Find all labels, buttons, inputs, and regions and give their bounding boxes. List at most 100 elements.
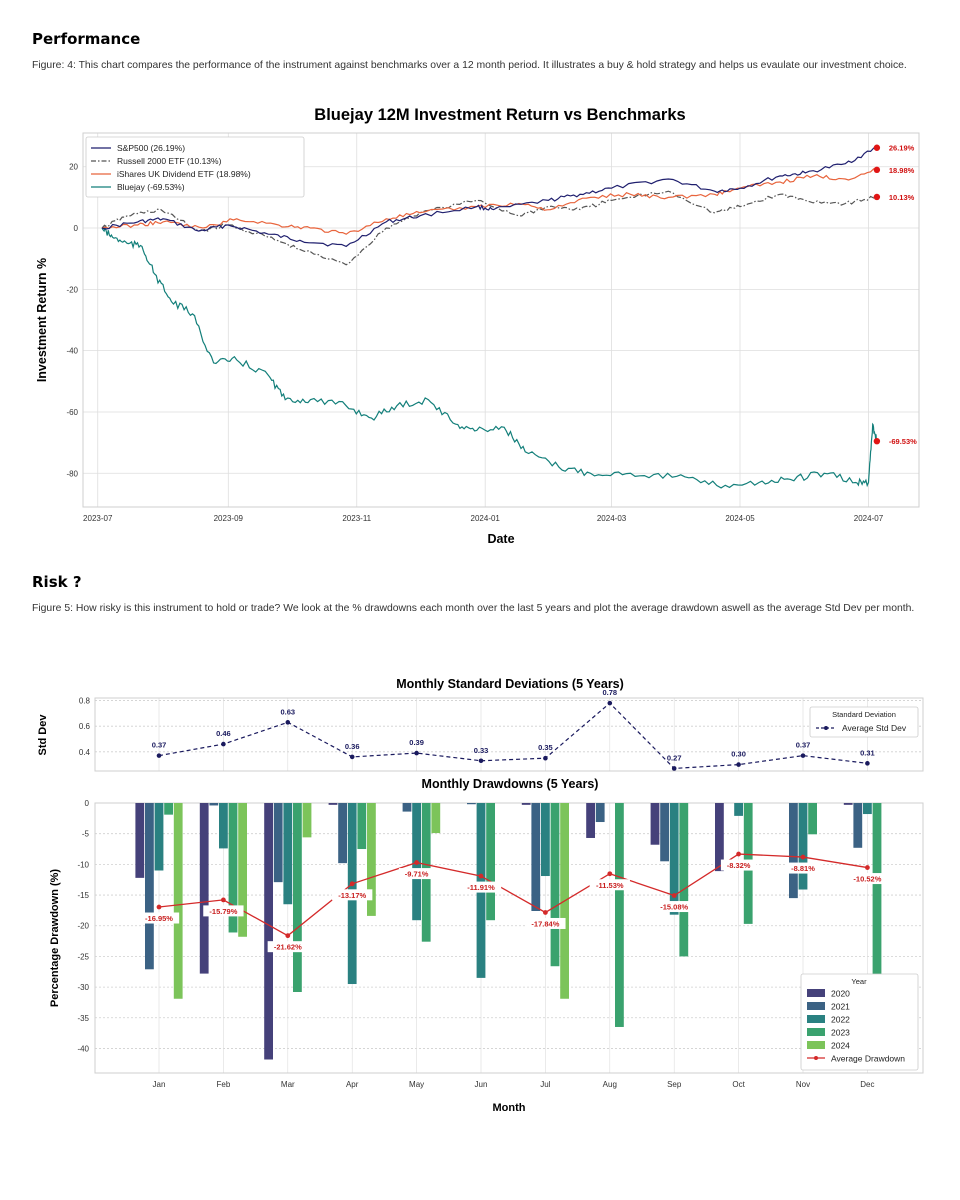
bar-2021-jan xyxy=(145,803,154,970)
average-drawdown-label: -17.84% xyxy=(531,919,559,928)
std-value-label: 0.78 xyxy=(602,688,617,697)
average-label-box xyxy=(398,868,435,880)
bar-2024-feb xyxy=(238,803,247,937)
y-tick-label: 20 xyxy=(69,163,78,172)
bar-2024-may xyxy=(431,803,441,834)
bar-2023-apr xyxy=(357,803,367,850)
legend-entry: iShares UK Dividend ETF (18.98%) xyxy=(117,169,251,179)
std-point xyxy=(221,741,226,747)
dd-legend-entry: 2020 xyxy=(831,989,850,999)
std-point xyxy=(156,753,162,758)
dd-legend-swatch xyxy=(807,1002,825,1010)
series-end-label: 26.19% xyxy=(889,144,915,153)
bar-2022-oct xyxy=(734,803,743,816)
dd-x-tick-label: Nov xyxy=(796,1080,810,1089)
average-drawdown-point xyxy=(221,897,226,903)
average-drawdown-point xyxy=(349,881,355,887)
dd-legend-avg-marker xyxy=(814,1056,818,1060)
dd-legend-swatch xyxy=(807,1015,825,1023)
average-label-box xyxy=(847,873,888,885)
bar-2021-dec xyxy=(853,803,863,848)
dd-x-tick-label: Aug xyxy=(603,1080,617,1089)
x-tick-label: 2024-01 xyxy=(471,514,501,523)
std-y-tick-label: 0.8 xyxy=(79,697,91,706)
average-drawdown-point xyxy=(607,871,613,877)
average-drawdown-label: -16.95% xyxy=(145,914,173,923)
dd-legend-entry: 2022 xyxy=(831,1015,850,1025)
dd-legend-entry: 2024 xyxy=(831,1041,850,1051)
average-label-box xyxy=(332,889,373,901)
bar-2023-feb xyxy=(228,803,238,933)
bar-2020-aug xyxy=(586,803,595,838)
bar-2021-aug xyxy=(595,803,605,823)
average-label-box xyxy=(589,879,630,891)
average-drawdown-label: -8.81% xyxy=(791,864,815,873)
risk-charts: Monthly Standard Deviations (5 Years) 0.… xyxy=(37,677,924,1114)
std-point xyxy=(543,755,548,761)
dd-legend-swatch xyxy=(807,989,825,997)
std-point xyxy=(349,754,355,760)
std-legend-entry: Average Std Dev xyxy=(842,723,907,733)
bar-2020-oct xyxy=(715,803,724,872)
dd-y-tick-label: -10 xyxy=(77,860,89,869)
bar-2023-jun xyxy=(486,803,495,921)
series-end-label: -69.53% xyxy=(889,437,917,446)
series-end-label: 18.98% xyxy=(889,166,915,175)
dd-x-tick-label: Jul xyxy=(540,1080,550,1089)
average-drawdown-label: -15.79% xyxy=(209,907,237,916)
std-chart-title: Monthly Standard Deviations (5 Years) xyxy=(396,677,624,691)
std-value-label: 0.31 xyxy=(860,748,875,757)
bar-2020-apr xyxy=(328,803,338,805)
average-label-box xyxy=(525,917,566,929)
dd-y-tick-label: -5 xyxy=(82,830,90,839)
dd-x-tick-label: Oct xyxy=(732,1080,745,1089)
bar-2023-nov xyxy=(808,803,817,835)
std-point xyxy=(865,761,870,766)
risk-heading: Risk ? xyxy=(32,573,82,591)
average-drawdown-point xyxy=(414,860,419,865)
dd-y-tick-label: 0 xyxy=(85,799,90,808)
drawdown-x-axis-label: Month xyxy=(493,1102,526,1114)
x-tick-label: 2023-09 xyxy=(214,514,244,523)
dd-y-tick-label: -35 xyxy=(77,1014,89,1023)
average-drawdown-label: -15.08% xyxy=(660,903,688,912)
dd-x-tick-label: Feb xyxy=(217,1080,231,1089)
bar-2021-feb xyxy=(209,803,219,806)
y-tick-label: -80 xyxy=(66,469,78,478)
bar-2021-apr xyxy=(338,803,347,864)
bar-2022-jan xyxy=(154,803,164,871)
average-drawdown-point xyxy=(800,854,806,860)
std-value-label: 0.37 xyxy=(796,741,811,750)
x-tick-label: 2024-03 xyxy=(597,514,627,523)
drawdown-legend-title: Year xyxy=(851,977,867,986)
average-drawdown-label: -8.32% xyxy=(727,861,751,870)
bar-2022-feb xyxy=(219,803,228,849)
y-tick-label: 0 xyxy=(74,224,79,233)
bar-2020-jul xyxy=(521,803,531,805)
x-tick-label: 2024-05 xyxy=(725,514,755,523)
bar-2021-mar xyxy=(273,803,283,883)
bar-2023-mar xyxy=(293,803,302,992)
bar-2021-jul xyxy=(531,803,541,911)
dd-y-tick-label: -20 xyxy=(77,922,89,931)
drawdown-chart-title: Monthly Drawdowns (5 Years) xyxy=(422,777,599,791)
bar-2024-jan xyxy=(173,803,183,999)
bar-2020-dec xyxy=(843,803,853,805)
std-value-label: 0.39 xyxy=(409,738,424,747)
std-point xyxy=(800,753,806,758)
dd-legend-swatch xyxy=(807,1041,825,1049)
drawdown-legend: Year 2020 2021 2022 2023 2024 Average Drawdow… xyxy=(800,973,919,1071)
dd-y-tick-label: -25 xyxy=(77,952,89,961)
bar-2023-jan xyxy=(164,803,173,815)
y-tick-label: -60 xyxy=(66,408,78,417)
average-label-box xyxy=(785,862,821,874)
std-point xyxy=(414,750,419,756)
bar-2021-nov xyxy=(789,803,798,899)
bar-2020-feb xyxy=(199,803,209,974)
average-label-box xyxy=(267,941,308,953)
y-tick-label: -40 xyxy=(66,347,78,356)
performance-line-chart: Bluejay 12M Investment Return vs Benchma… xyxy=(35,106,920,546)
x-tick-label: 2024-07 xyxy=(854,514,884,523)
std-value-label: 0.30 xyxy=(731,750,746,759)
std-point xyxy=(285,720,291,725)
